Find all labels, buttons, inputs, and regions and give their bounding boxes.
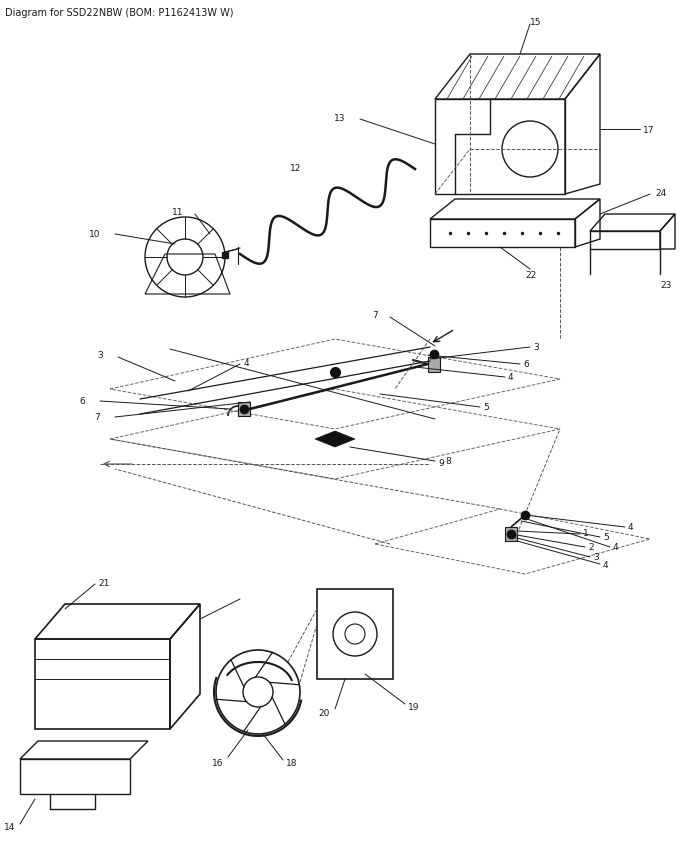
Text: 7: 7 [95, 413, 100, 422]
Text: 13: 13 [333, 113, 345, 122]
Text: 22: 22 [525, 270, 537, 279]
Text: 1: 1 [583, 529, 589, 538]
Text: 4: 4 [508, 372, 513, 381]
Polygon shape [238, 403, 250, 416]
Text: 12: 12 [290, 163, 301, 172]
Text: 23: 23 [660, 280, 671, 289]
Text: Diagram for SSD22NBW (BOM: P1162413W W): Diagram for SSD22NBW (BOM: P1162413W W) [5, 8, 233, 18]
Text: 4: 4 [628, 522, 634, 531]
Text: 19: 19 [408, 701, 420, 711]
Text: 24: 24 [655, 188, 666, 197]
Polygon shape [505, 528, 517, 541]
Text: 17: 17 [643, 126, 654, 134]
Text: 5: 5 [483, 403, 489, 412]
Text: 6: 6 [523, 359, 529, 368]
Text: 18: 18 [286, 758, 298, 766]
Text: 9: 9 [438, 458, 444, 467]
Text: 3: 3 [97, 350, 103, 359]
Text: 3: 3 [593, 553, 599, 562]
Text: 6: 6 [80, 396, 85, 405]
Text: 4: 4 [244, 358, 250, 367]
Text: 2: 2 [588, 543, 594, 552]
Text: 5: 5 [603, 532, 609, 541]
Text: 14: 14 [3, 823, 15, 831]
Text: 20: 20 [319, 707, 330, 717]
Text: 8: 8 [445, 457, 451, 466]
Polygon shape [315, 431, 355, 447]
Text: 3: 3 [533, 342, 539, 351]
Text: 15: 15 [530, 18, 541, 26]
Text: 4: 4 [603, 560, 609, 569]
Polygon shape [428, 358, 440, 372]
Text: 16: 16 [211, 758, 223, 766]
Text: 21: 21 [98, 578, 109, 587]
Text: 10: 10 [88, 230, 100, 238]
Text: 11: 11 [171, 208, 183, 216]
Text: 4: 4 [613, 542, 619, 551]
Text: 7: 7 [372, 310, 378, 319]
